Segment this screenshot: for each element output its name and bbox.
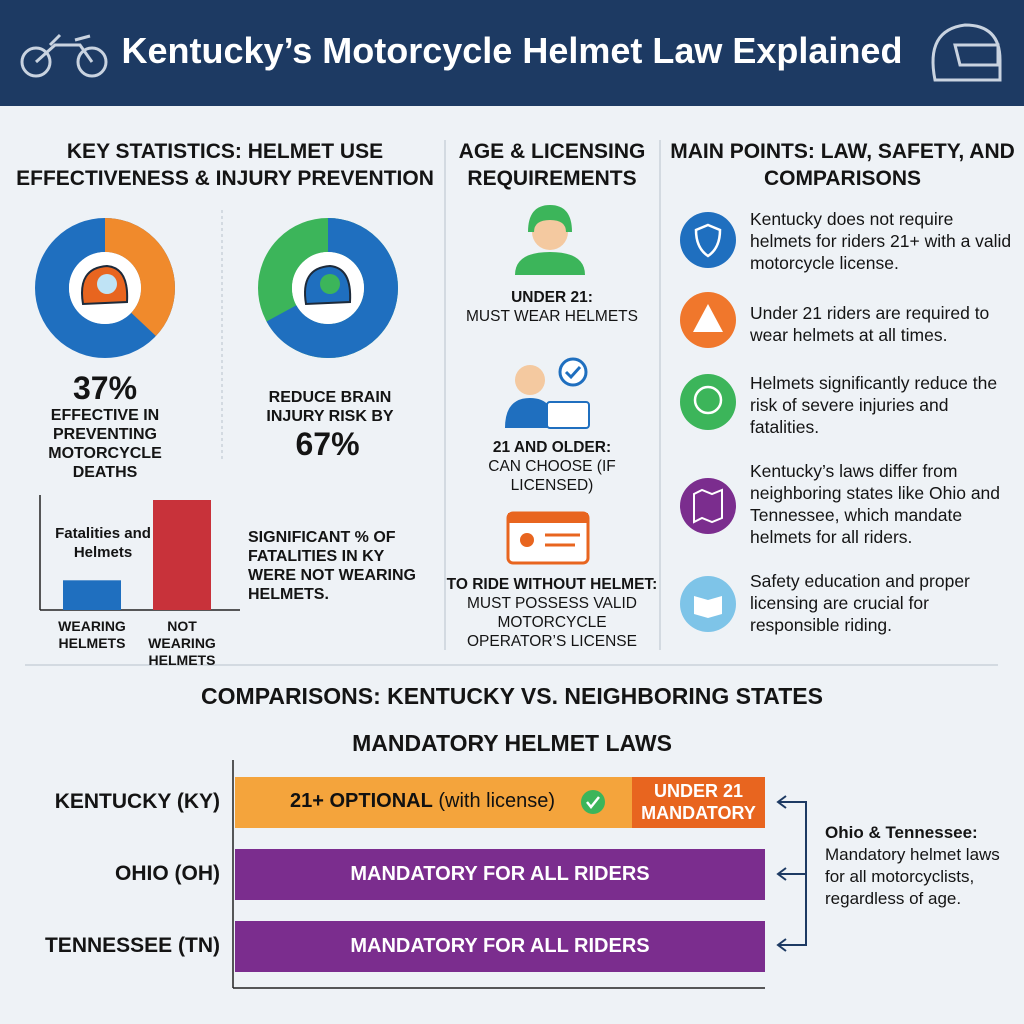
x-tick-label: WEARING HELMETS <box>58 618 126 651</box>
main-point: Under 21 riders are required to wear hel… <box>750 303 990 345</box>
check-icon <box>586 796 600 810</box>
bar-label: MANDATORY FOR ALL RIDERS <box>350 863 650 885</box>
stat-caption: REDUCE BRAIN INJURY RISK BY <box>266 389 394 425</box>
main-point: Helmets significantly reduce the risk of… <box>750 373 998 437</box>
optional-bar <box>235 777 632 828</box>
optional-note: (with license) <box>438 790 556 812</box>
chart-title: Fatalities and Helmets <box>55 525 151 561</box>
shield-icon <box>694 223 722 258</box>
side-note: Ohio & Tennessee: Mandatory helmet laws f… <box>825 822 1005 910</box>
check-icon <box>581 790 605 814</box>
stat-note: SIGNIFICANT % OF FATALITIES IN KY WERE N… <box>248 529 416 603</box>
youth-icon <box>515 205 585 275</box>
mandatory-bar <box>235 849 765 900</box>
brain-icon <box>680 374 736 430</box>
bar-label: MANDATORY FOR ALL RIDERS <box>350 935 650 957</box>
shield-icon <box>680 212 736 268</box>
page-title: Kentucky’s Motorcycle Helmet Law Explain… <box>121 30 903 71</box>
age-heading: 21 AND OLDER: <box>492 439 612 456</box>
side-note-heading: Ohio & Tennessee: <box>825 823 978 842</box>
state-label: TENNESSEE (TN) <box>44 934 220 957</box>
warning-icon <box>693 304 723 332</box>
bar <box>153 500 211 610</box>
state-label: OHIO (OH) <box>115 862 220 885</box>
age-text: MUST POSSESS VALID MOTORCYCLE OPERATOR’S… <box>467 595 637 650</box>
stat-caption: EFFECTIVE IN PREVENTING MOTORCYCLE DEATH… <box>48 407 162 481</box>
age-heading: TO RIDE WITHOUT HELMET: <box>446 576 658 593</box>
x-tick-label: NOT WEARING HELMETS <box>148 618 216 668</box>
donut-arc <box>35 218 175 358</box>
stat-value: 37% <box>72 370 138 406</box>
brain <box>320 274 340 294</box>
section-subtitle: MANDATORY HELMET LAWS <box>352 730 672 756</box>
main-point: Kentucky’s laws differ from neighboring … <box>750 461 1001 547</box>
section-title: AGE & LICENSING REQUIREMENTS <box>458 140 646 190</box>
bracket <box>776 795 807 952</box>
motorcycle-icon <box>20 33 108 78</box>
section-title: COMPARISONS: KENTUCKY VS. NEIGHBORING ST… <box>201 683 823 709</box>
donut-arc <box>258 218 398 358</box>
age-item: UNDER 21: MUST WEAR HELMETS <box>446 288 658 326</box>
section-title: KEY STATISTICS: HELMET USE EFFECTIVENESS… <box>16 140 434 190</box>
header-band <box>0 0 1024 106</box>
side-note-text: Mandatory helmet laws for all motorcycli… <box>825 845 1000 908</box>
adult-icon <box>505 357 590 429</box>
map-icon <box>680 478 736 534</box>
age-text: MUST WEAR HELMETS <box>466 308 638 325</box>
state-label: KENTUCKY (KY) <box>54 790 220 813</box>
map-icon <box>693 488 723 524</box>
stat-value: 67% <box>295 426 360 462</box>
age-heading: UNDER 21: <box>511 289 593 306</box>
visor <box>97 274 117 294</box>
mandatory-bar <box>632 777 765 828</box>
mandatory-bar <box>235 921 765 972</box>
education-icon <box>694 596 722 618</box>
optional-heading: 21+ OPTIONAL <box>290 790 433 812</box>
age-item: TO RIDE WITHOUT HELMET: MUST POSSESS VAL… <box>446 575 658 651</box>
main-point: Kentucky does not require helmets for ri… <box>750 209 1012 273</box>
age-item: 21 AND OLDER: CAN CHOOSE (IF LICENSED) <box>476 438 628 495</box>
section-title: MAIN POINTS: LAW, SAFETY, AND COMPARISON… <box>670 140 1015 190</box>
bar <box>63 580 121 610</box>
mandatory-label: UNDER 21 MANDATORY <box>641 781 756 823</box>
age-text: CAN CHOOSE (IF LICENSED) <box>488 458 616 494</box>
license-icon <box>506 511 590 565</box>
optional-label: 21+ OPTIONAL (with license) <box>290 790 555 813</box>
brain-icon <box>693 385 723 415</box>
main-point: Safety education and proper licensing ar… <box>750 571 970 635</box>
helmet-icon <box>931 23 1002 82</box>
